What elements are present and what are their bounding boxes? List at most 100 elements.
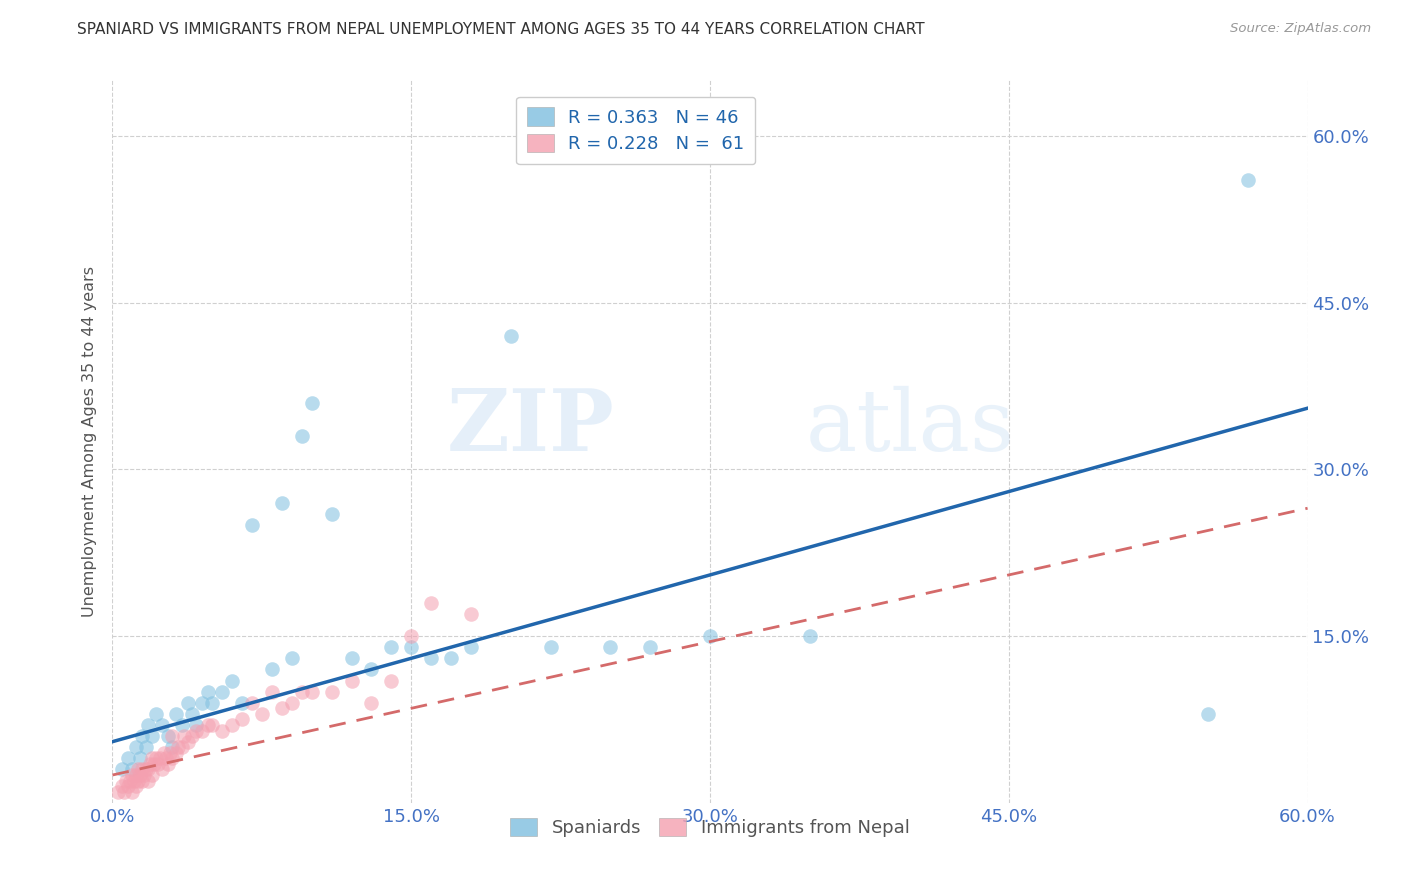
Point	[181, 706, 204, 721]
Point	[499, 329, 522, 343]
Point	[270, 701, 292, 715]
Point	[127, 763, 149, 777]
Text: Source: ZipAtlas.com: Source: ZipAtlas.com	[1230, 22, 1371, 36]
Point	[127, 773, 149, 788]
Point	[211, 684, 233, 698]
Point	[121, 785, 143, 799]
Point	[440, 651, 463, 665]
Point	[167, 740, 190, 755]
Point	[121, 768, 143, 782]
Point	[401, 640, 423, 655]
Point	[201, 718, 224, 732]
Point	[1237, 173, 1260, 187]
Text: ZIP: ZIP	[447, 385, 614, 469]
Point	[250, 706, 273, 721]
Point	[150, 763, 173, 777]
Text: atlas: atlas	[806, 385, 1015, 468]
Point	[699, 629, 721, 643]
Point	[231, 696, 253, 710]
Point	[111, 763, 134, 777]
Point	[191, 696, 214, 710]
Point	[143, 756, 166, 771]
Point	[191, 723, 214, 738]
Point	[162, 751, 183, 765]
Point	[111, 779, 134, 793]
Point	[131, 763, 153, 777]
Point	[138, 773, 160, 788]
Point	[599, 640, 621, 655]
Point	[177, 696, 200, 710]
Point	[420, 596, 443, 610]
Text: SPANIARD VS IMMIGRANTS FROM NEPAL UNEMPLOYMENT AMONG AGES 35 TO 44 YEARS CORRELA: SPANIARD VS IMMIGRANTS FROM NEPAL UNEMPL…	[77, 22, 925, 37]
Point	[380, 673, 402, 688]
Point	[380, 640, 402, 655]
Point	[301, 395, 323, 409]
Point	[420, 651, 443, 665]
Point	[141, 751, 163, 765]
Point	[221, 673, 243, 688]
Point	[141, 768, 163, 782]
Point	[181, 729, 204, 743]
Point	[291, 684, 314, 698]
Point	[177, 734, 200, 748]
Point	[120, 773, 142, 788]
Legend: Spaniards, Immigrants from Nepal: Spaniards, Immigrants from Nepal	[503, 811, 917, 845]
Point	[157, 729, 180, 743]
Point	[124, 773, 146, 788]
Point	[221, 718, 243, 732]
Point	[165, 746, 187, 760]
Point	[153, 746, 176, 760]
Point	[401, 629, 423, 643]
Point	[211, 723, 233, 738]
Point	[540, 640, 562, 655]
Point	[131, 729, 153, 743]
Point	[139, 756, 162, 771]
Point	[460, 640, 482, 655]
Point	[141, 729, 163, 743]
Point	[125, 768, 148, 782]
Point	[138, 718, 160, 732]
Point	[186, 718, 208, 732]
Y-axis label: Unemployment Among Ages 35 to 44 years: Unemployment Among Ages 35 to 44 years	[82, 266, 97, 617]
Point	[260, 662, 283, 676]
Point	[115, 773, 138, 788]
Point	[281, 651, 304, 665]
Point	[107, 785, 129, 799]
Point	[134, 768, 156, 782]
Point	[197, 718, 219, 732]
Point	[125, 740, 148, 755]
Point	[340, 673, 363, 688]
Point	[281, 696, 304, 710]
Point	[165, 706, 187, 721]
Point	[135, 763, 157, 777]
Point	[172, 718, 194, 732]
Point	[321, 507, 343, 521]
Point	[172, 740, 194, 755]
Point	[173, 729, 195, 743]
Point	[114, 785, 135, 799]
Point	[121, 763, 143, 777]
Point	[149, 751, 172, 765]
Point	[117, 751, 139, 765]
Point	[117, 779, 139, 793]
Point	[162, 729, 183, 743]
Point	[145, 751, 167, 765]
Point	[148, 756, 170, 771]
Point	[240, 517, 263, 532]
Point	[360, 662, 382, 676]
Point	[159, 746, 181, 760]
Point	[157, 756, 180, 771]
Point	[145, 706, 167, 721]
Point	[186, 723, 208, 738]
Point	[321, 684, 343, 698]
Point	[360, 696, 382, 710]
Point	[125, 779, 148, 793]
Point	[260, 684, 283, 698]
Point	[129, 768, 152, 782]
Point	[135, 740, 157, 755]
Point	[799, 629, 821, 643]
Point	[340, 651, 363, 665]
Point	[301, 684, 323, 698]
Point	[150, 718, 173, 732]
Point	[138, 763, 160, 777]
